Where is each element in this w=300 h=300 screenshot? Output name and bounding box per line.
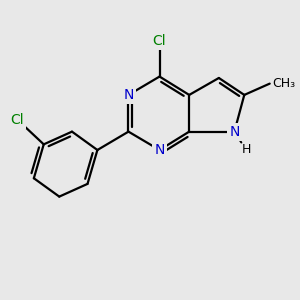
Text: N: N: [229, 124, 240, 139]
Text: Cl: Cl: [10, 113, 24, 127]
Text: H: H: [242, 143, 251, 156]
Text: N: N: [154, 143, 165, 157]
Text: N: N: [123, 88, 134, 102]
Text: Cl: Cl: [153, 34, 166, 48]
Text: CH₃: CH₃: [272, 77, 296, 90]
